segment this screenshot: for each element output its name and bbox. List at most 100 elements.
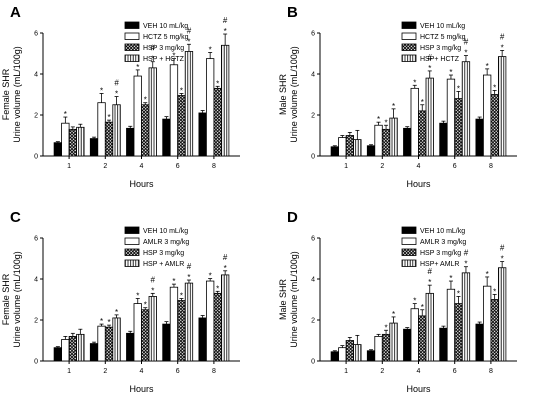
- bar: [141, 309, 150, 362]
- x-axis-title: Hours: [406, 179, 431, 189]
- bar: [184, 51, 194, 157]
- y-tick-label: 2: [311, 113, 315, 120]
- y-axis-title-line2: Urine volume (mL/100g): [12, 251, 22, 348]
- x-tick-label: 1: [344, 368, 348, 375]
- asterisk-mark: *: [209, 45, 212, 54]
- bar: [403, 127, 412, 157]
- bar: [374, 335, 383, 362]
- y-tick-label: 6: [34, 31, 38, 38]
- bar: [76, 333, 85, 362]
- bar: [418, 110, 427, 157]
- bar: [213, 87, 222, 157]
- x-axis-title: Hours: [129, 384, 154, 394]
- legend-swatch: [124, 54, 140, 62]
- panel-letter: D: [287, 209, 298, 226]
- asterisk-mark: *: [457, 289, 460, 298]
- hash-mark: #: [223, 253, 228, 262]
- bar: [338, 347, 347, 362]
- asterisk-mark: *: [115, 90, 118, 99]
- x-tick-label: 4: [140, 163, 144, 170]
- legend-swatch: [124, 226, 140, 234]
- bar: [148, 67, 157, 157]
- hash-mark: #: [187, 26, 192, 35]
- asterisk-mark: *: [100, 86, 103, 95]
- bar: [205, 58, 215, 157]
- bar: [475, 323, 484, 362]
- panel-letter: C: [10, 209, 21, 226]
- asterisk-mark: *: [377, 115, 380, 124]
- asterisk-mark: *: [180, 86, 183, 95]
- asterisk-mark: *: [413, 78, 416, 87]
- bar: [345, 340, 354, 362]
- bar: [410, 87, 419, 157]
- bar: [439, 327, 448, 362]
- bar: [97, 102, 106, 157]
- y-axis-title-line2: Urine volume (mL/100g): [289, 251, 299, 348]
- y-tick-label: 4: [311, 277, 315, 284]
- asterisk-mark: *: [486, 62, 489, 71]
- asterisk-mark: *: [501, 43, 504, 52]
- x-tick-label: 8: [212, 368, 216, 375]
- bar: [198, 112, 207, 157]
- hash-mark: #: [428, 53, 433, 62]
- bar: [353, 344, 362, 362]
- y-tick-label: 4: [34, 72, 38, 79]
- asterisk-mark: *: [187, 273, 190, 282]
- legend-swatch: [401, 226, 417, 234]
- y-tick-label: 0: [311, 359, 315, 366]
- legend-label: HSP+ AMLR: [420, 261, 460, 268]
- bar: [141, 104, 150, 157]
- bar: [61, 339, 70, 362]
- legend-label: HSP 3 mg/kg: [420, 45, 461, 52]
- legend-swatch: [401, 237, 417, 245]
- bar: [490, 94, 499, 157]
- asterisk-mark: *: [151, 55, 154, 64]
- bar: [162, 118, 171, 157]
- bar: [53, 142, 62, 157]
- bar: [497, 56, 507, 157]
- asterisk-mark: *: [180, 291, 183, 300]
- bar: [133, 75, 142, 157]
- asterisk-mark: *: [136, 63, 139, 72]
- bar: [205, 280, 215, 362]
- asterisk-mark: *: [107, 318, 110, 327]
- asterisk-mark: *: [64, 110, 67, 119]
- asterisk-mark: *: [216, 79, 219, 88]
- y-tick-label: 0: [311, 154, 315, 161]
- asterisk-mark: *: [421, 303, 424, 312]
- bar: [133, 303, 142, 362]
- bar: [425, 77, 434, 157]
- legend-swatch: [401, 54, 417, 62]
- bar: [330, 351, 339, 362]
- asterisk-mark: *: [151, 286, 154, 295]
- bar: [418, 315, 427, 362]
- hash-mark: #: [151, 44, 156, 53]
- bar: [148, 296, 157, 362]
- x-tick-label: 4: [417, 368, 421, 375]
- bar: [162, 323, 171, 362]
- asterisk-mark: *: [144, 96, 147, 105]
- asterisk-mark: *: [187, 37, 190, 46]
- bar: [53, 347, 62, 362]
- x-tick-label: 6: [453, 368, 457, 375]
- bar: [177, 300, 186, 362]
- hash-mark: #: [500, 244, 505, 253]
- asterisk-mark: *: [449, 274, 452, 283]
- hash-mark: #: [151, 275, 156, 284]
- legend-label: VEH 10 mL/kg: [420, 228, 465, 235]
- legend-label: HSP + HCTZ: [143, 56, 185, 63]
- y-axis-title-line2: Urine volume (mL/100g): [12, 46, 22, 143]
- bar: [68, 128, 77, 157]
- bar: [353, 139, 362, 157]
- bar: [461, 272, 471, 362]
- y-axis-title-line1: Male SHR: [278, 73, 288, 115]
- x-tick-label: 6: [176, 368, 180, 375]
- bar: [381, 128, 391, 157]
- bar: [198, 317, 207, 362]
- y-tick-label: 6: [311, 236, 315, 243]
- bar: [482, 74, 492, 157]
- asterisk-mark: *: [449, 68, 452, 77]
- bar: [475, 118, 484, 157]
- asterisk-mark: *: [209, 272, 212, 281]
